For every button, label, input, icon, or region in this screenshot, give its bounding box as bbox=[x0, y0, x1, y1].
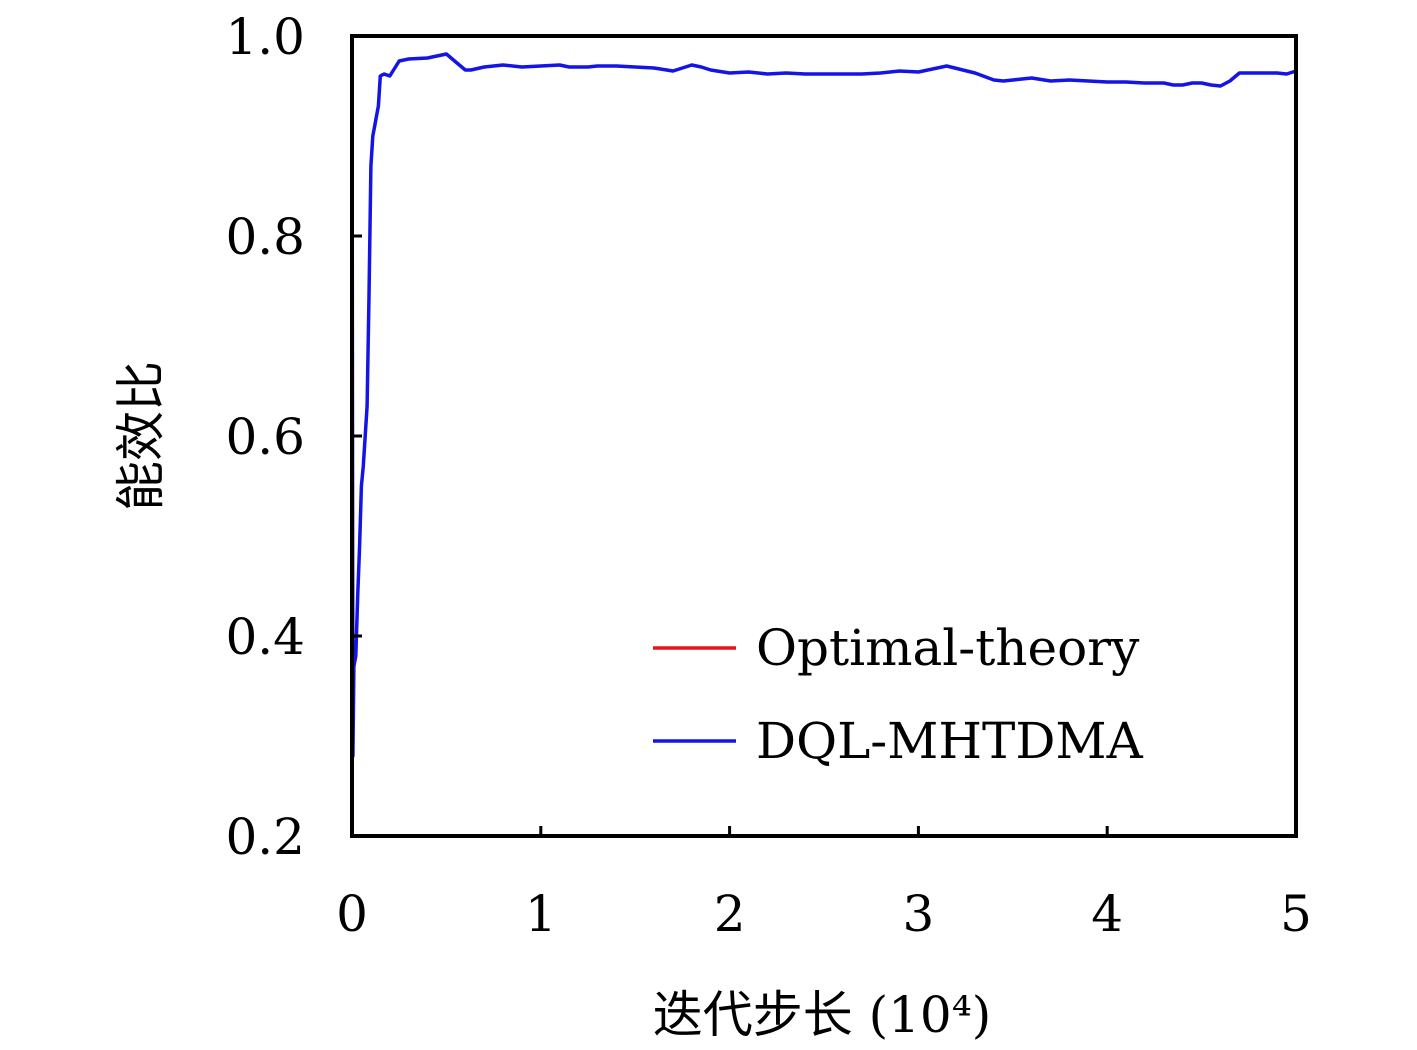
series-line-dql-mhtdma bbox=[350, 35, 1297, 758]
y-tick-label: 0.6 bbox=[225, 408, 305, 466]
y-axis-label: 能效比 bbox=[112, 361, 170, 511]
legend-label-dql-mhtdma: DQL-MHTDMA bbox=[756, 712, 1144, 770]
legend-label-optimal-theory: Optimal-theory bbox=[756, 619, 1140, 677]
y-tick-label: 0.2 bbox=[225, 808, 305, 866]
y-tick-label: 0.8 bbox=[225, 208, 305, 266]
x-axis-label: 迭代步长 (10⁴) bbox=[653, 986, 992, 1044]
legend: Optimal-theory DQL-MHTDMA bbox=[653, 619, 1144, 770]
x-tick-label: 4 bbox=[1091, 885, 1123, 943]
ticks-layer: 0 1 2 3 4 5 0.2 0.4 0.6 0.8 1.0 bbox=[225, 8, 1311, 943]
x-tick-label: 0 bbox=[336, 885, 368, 943]
y-tick-label: 1.0 bbox=[225, 8, 305, 66]
x-tick-label: 2 bbox=[714, 885, 746, 943]
x-tick-label: 3 bbox=[902, 885, 934, 943]
y-tick-label: 0.4 bbox=[225, 608, 305, 666]
x-tick-label: 5 bbox=[1280, 885, 1312, 943]
x-tick-label: 1 bbox=[525, 885, 557, 943]
